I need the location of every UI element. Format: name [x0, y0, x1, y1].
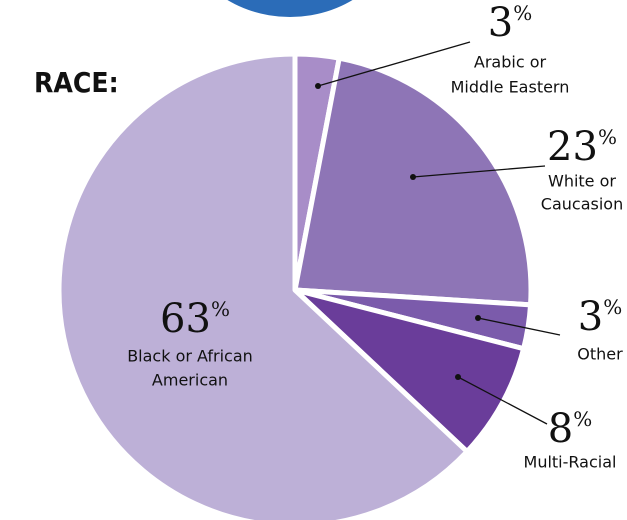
- category-label: White or: [548, 172, 616, 191]
- leader-line: [317, 41, 471, 87]
- category-label: Black or African: [127, 347, 253, 366]
- value-label: 3%: [488, 0, 532, 46]
- category-label: Arabic or: [474, 53, 547, 72]
- leader-line: [457, 376, 548, 425]
- leader-dot: [410, 174, 416, 180]
- category-label: Caucasion: [541, 195, 623, 214]
- value-label: 3%: [578, 294, 622, 340]
- header-circle: [227, 0, 353, 17]
- chart-title: RACE:: [34, 66, 119, 99]
- value-label: 23%: [547, 124, 617, 170]
- pie-slice: [292, 287, 527, 455]
- category-label: American: [152, 371, 228, 390]
- leader-dot: [455, 374, 461, 380]
- leader-line: [412, 165, 546, 178]
- category-label: Multi-Racial: [524, 453, 617, 472]
- leader-dot: [315, 83, 321, 89]
- value-label: 63%: [160, 296, 230, 342]
- value-label: 8%: [548, 406, 592, 452]
- leader-dot: [475, 315, 481, 321]
- category-label: Other: [577, 345, 623, 364]
- category-label: Middle Eastern: [451, 78, 570, 97]
- leader-line: [477, 317, 561, 336]
